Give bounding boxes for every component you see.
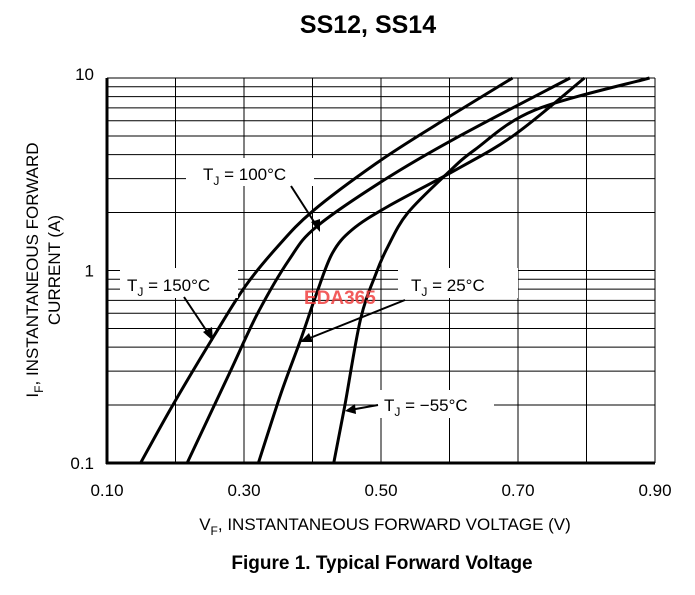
- tick-labels: 0.10 0.30 0.50 0.70 0.90 0.1 1 10: [70, 65, 671, 500]
- x-tick-label: 0.30: [227, 481, 260, 500]
- y-tick-label: 10: [75, 65, 94, 84]
- svg-text:TJ = 25°C: TJ = 25°C: [411, 276, 485, 299]
- series-line-2: [256, 76, 586, 464]
- watermark: EDA365: [304, 288, 376, 309]
- annotation-minus55c: TJ = −55°C: [345, 390, 494, 419]
- y-axis-label: IF, INSTANTANEOUS FORWARD CURRENT (A): [23, 142, 64, 397]
- x-tick-label: 0.90: [638, 481, 671, 500]
- svg-text:TJ = 150°C: TJ = 150°C: [127, 276, 210, 299]
- y-tick-label: 0.1: [70, 454, 94, 473]
- svg-text:CURRENT (A): CURRENT (A): [45, 215, 64, 325]
- x-tick-label: 0.70: [501, 481, 534, 500]
- x-axis-label: VF, INSTANTANEOUS FORWARD VOLTAGE (V): [199, 515, 571, 538]
- x-tick-label: 0.10: [90, 481, 123, 500]
- series-line-0: [139, 76, 514, 464]
- annotation-25c: TJ = 25°C: [300, 268, 518, 342]
- figure-caption: Figure 1. Typical Forward Voltage: [231, 553, 532, 574]
- curves: [139, 76, 650, 464]
- annotation-150c: TJ = 150°C: [120, 268, 238, 341]
- chart-title: SS12, SS14: [300, 11, 436, 39]
- svg-text:IF, INSTANTANEOUS FORWARD: IF, INSTANTANEOUS FORWARD: [23, 142, 46, 397]
- series-line-1: [185, 76, 571, 464]
- annotation-100c: TJ = 100°C: [186, 158, 320, 232]
- series-line-3: [332, 76, 650, 464]
- y-tick-label: 1: [85, 262, 94, 281]
- svg-text:TJ = −55°C: TJ = −55°C: [384, 396, 468, 419]
- x-tick-label: 0.50: [364, 481, 397, 500]
- svg-text:TJ = 100°C: TJ = 100°C: [203, 165, 286, 188]
